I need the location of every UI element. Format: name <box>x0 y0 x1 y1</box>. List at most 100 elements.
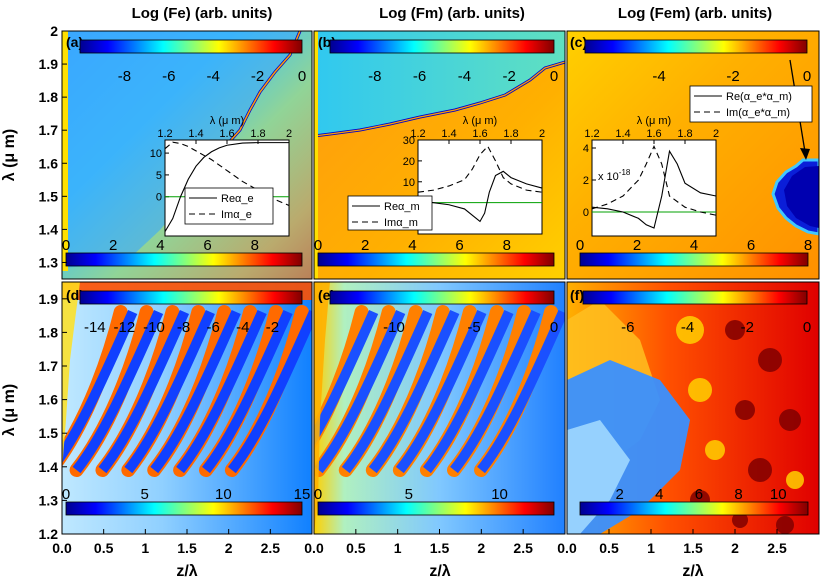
fringe-e-4-dark <box>395 309 487 474</box>
colorbar-b-bottom-tick-2: 4 <box>408 237 416 254</box>
colorbar-d-bottom-tick-3: 15 <box>294 486 311 503</box>
colorbar-f-bottom: 2 4 6 8 10 <box>579 486 809 516</box>
colorbar-b-top: -8 -6 -4 -2 0 <box>329 39 558 85</box>
colorbar-a-bottom-strip <box>65 252 303 267</box>
colorbar-c-top-tick-0: -4 <box>652 68 665 85</box>
colorbar-d-top-tick-1: -12 <box>114 319 136 336</box>
inset-b-series-1 <box>417 145 543 193</box>
blob-f-5 <box>779 409 801 431</box>
colorbar-a-bottom-tick-1: 2 <box>109 237 117 254</box>
colorbar-d-bottom-strip <box>65 501 303 516</box>
x-axis-label-f: z/λ <box>682 563 703 580</box>
x-tick-d-4: 2 <box>225 540 233 556</box>
inset-b-series-0 <box>417 170 543 223</box>
panel-a-label: (a) <box>66 34 83 50</box>
colorbar-b-top-tick-4: 0 <box>550 68 558 85</box>
inset-c-series-1 <box>591 145 717 216</box>
inset-b-xtick-1: 1.4 <box>441 128 456 140</box>
colorbar-f-top-strip <box>582 290 808 305</box>
colorbar-f-top-tick-3: 0 <box>803 319 811 336</box>
y-tick-bottom-6: 1.8 <box>39 324 59 340</box>
colorbar-b-bottom: 0 2 4 6 8 <box>314 237 555 267</box>
colorbar-c-bottom-ticks: 0 2 4 6 8 <box>576 237 812 254</box>
panel-c-frame <box>566 30 820 280</box>
inset-c-ytick-0: 0 <box>583 207 589 219</box>
inset-b-frame <box>417 139 543 235</box>
colorbar-a-bottom-tick-3: 6 <box>203 237 211 254</box>
colorbar-d-bottom-tick-0: 0 <box>62 486 70 503</box>
y-tick-top-3: 1.6 <box>39 155 59 171</box>
blob-f-7 <box>748 458 772 482</box>
inset-a-legend-label-0: Reα_e <box>221 193 254 205</box>
panel-b-left-strip <box>314 31 318 279</box>
x-tick-f-1: 0.5 <box>599 540 619 556</box>
fringe-d-5-dark <box>176 309 267 474</box>
blob-f-0 <box>676 316 704 344</box>
inset-b-xtick-0: 1.2 <box>410 128 425 140</box>
title-fem: Log (Fem) (arb. units) <box>618 5 772 22</box>
panel-b-boundary-edge <box>314 61 565 137</box>
inset-a-legend-label-1: Imα_e <box>221 209 252 221</box>
x-tick-e-0: 0.0 <box>304 540 324 556</box>
panel-f-blobs <box>676 316 804 534</box>
inset-b-legend <box>347 195 433 231</box>
x-tick-e-4: 2 <box>477 540 485 556</box>
colorbar-a-top-strip <box>79 39 303 54</box>
y-tick-top-4: 1.7 <box>39 122 59 138</box>
fringe-e-5-dark <box>423 309 514 474</box>
inset-b-legend-label-0: Reα_m <box>384 201 420 213</box>
colorbar-c-top: -4 -2 0 <box>584 39 811 85</box>
title-fe: Log (Fe) (arb. units) <box>132 5 273 22</box>
colorbar-e-top-tick-2: 0 <box>550 319 558 336</box>
x-tick-d-5: 2.5 <box>261 540 281 556</box>
fringe-e-2-dark <box>341 309 433 474</box>
inset-c-legend-label-0: Re(α_e*α_m) <box>726 91 792 103</box>
panel-c-label: (c) <box>570 34 587 50</box>
inset-b-xtick-3: 1.8 <box>503 128 518 140</box>
colorbar-a-top-tick-4: 0 <box>298 68 306 85</box>
blob-f-10 <box>732 512 748 528</box>
fringe-d-7-dark <box>227 309 312 474</box>
inset-a-xtick-3: 1.8 <box>250 128 265 140</box>
colorbar-d-bottom-tick-2: 10 <box>215 486 232 503</box>
colorbar-a-top-tick-3: -2 <box>251 68 264 85</box>
colorbar-c-bottom: 0 2 4 6 8 <box>576 237 812 267</box>
x-tick-f-4: 2 <box>731 540 739 556</box>
inset-c-xtick-4: 2 <box>713 128 719 140</box>
inset-b-legend-label-1: Imα_m <box>384 217 418 229</box>
colorbar-a-bottom-tick-4: 8 <box>251 237 259 254</box>
colorbar-f-top-tick-1: -4 <box>681 319 694 336</box>
colorbar-b-top-ticks: -8 -6 -4 -2 0 <box>368 68 558 85</box>
colorbar-e-top-tick-1: -5 <box>467 319 480 336</box>
fringe-e-7-dark <box>477 309 565 474</box>
colorbar-e-bottom: 0 5 10 <box>314 486 555 516</box>
colorbar-b-bottom-tick-1: 2 <box>361 237 369 254</box>
colorbar-b-top-strip <box>329 39 555 54</box>
y-tick-bottom-2: 1.4 <box>39 459 59 475</box>
x-axis-ticks: 0.0 0.5 1 1.5 2 2.5 0.0 0.5 1 1.5 2 2.5 0.0 0.5 1 1.5 2 2… <box>52 529 787 556</box>
x-tick-d-2: 1 <box>141 540 149 556</box>
panel-d-left-strip <box>62 282 80 470</box>
colorbar-c-bottom-tick-4: 8 <box>804 237 812 254</box>
colorbar-a-bottom-ticks: 0 2 4 6 8 <box>62 237 259 254</box>
fringe-d-6-dark <box>202 309 293 474</box>
x-axis-label-d: z/λ <box>176 563 197 580</box>
colorbar-d-top-tick-2: -10 <box>143 319 165 336</box>
y-axis-top: 1.3 1.4 1.5 1.6 1.7 1.8 1.9 2 <box>39 23 67 270</box>
fringe-d-2-dark <box>98 309 190 474</box>
x-tick-f-5: 2.5 <box>767 540 787 556</box>
panel-f <box>567 282 819 534</box>
colorbar-c-top-ticks: -4 -2 0 <box>652 68 811 85</box>
colorbar-d-top-tick-5: -4 <box>236 319 249 336</box>
x-tick-f-2: 1 <box>647 540 655 556</box>
inset-a-xtick-2: 1.6 <box>219 128 234 140</box>
colorbar-a-top-tick-2: -4 <box>207 68 220 85</box>
panel-e <box>314 282 565 534</box>
y-axis-label-top: λ (μ m) <box>1 129 18 181</box>
colorbar-e-top: -10 -5 0 <box>329 290 558 336</box>
y-axis-bottom: 1.2 1.3 1.4 1.5 1.6 1.7 1.8 1.9 <box>39 291 67 542</box>
blob-f-3 <box>688 378 712 402</box>
colorbar-e-bottom-strip <box>317 501 555 516</box>
panel-f-label: (f) <box>570 287 584 303</box>
